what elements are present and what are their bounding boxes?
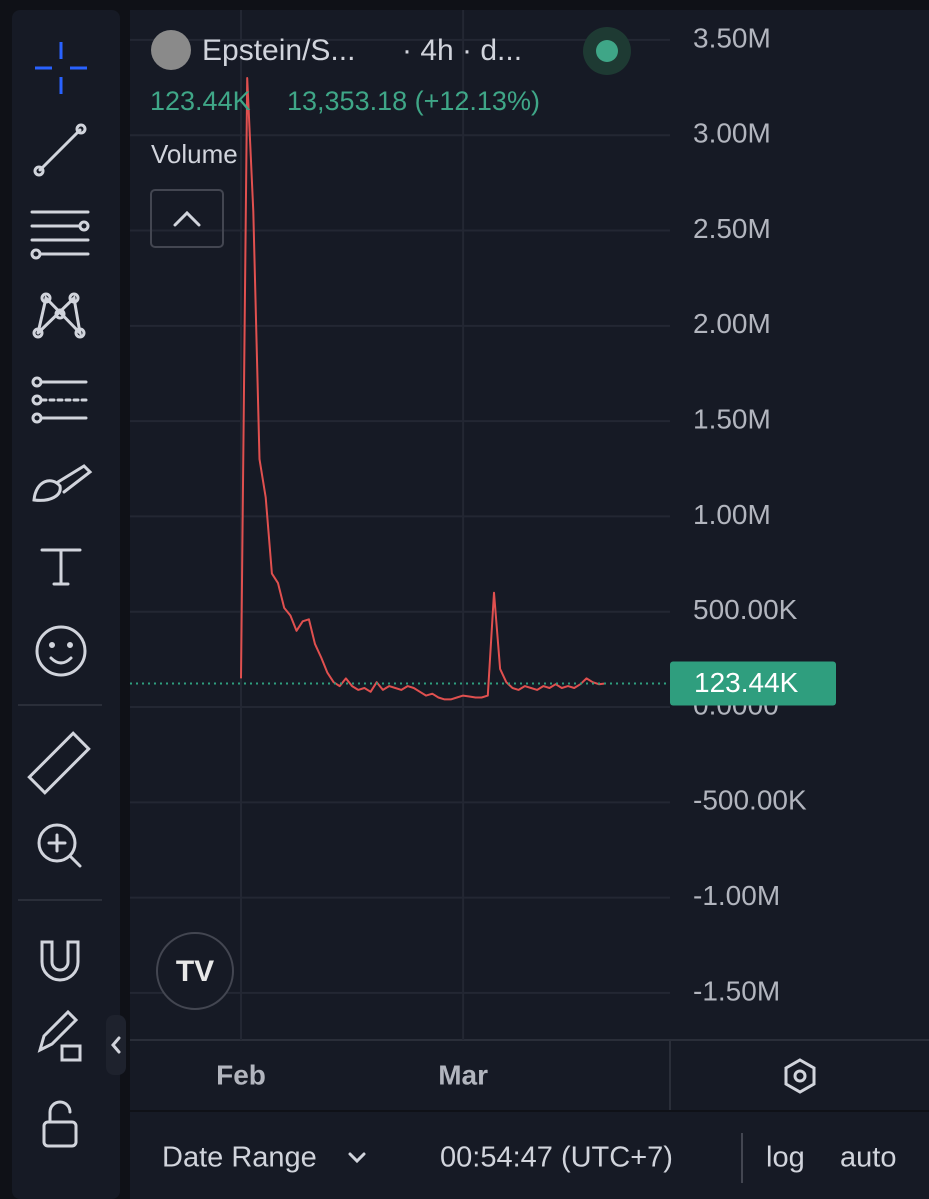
interval: · 4h · d...	[402, 34, 522, 67]
settings-icon-center	[793, 1069, 807, 1083]
price-change: 13,353.18 (+12.13%)	[287, 86, 540, 116]
symbol-avatar	[151, 30, 191, 70]
auto-toggle[interactable]: auto	[840, 1142, 896, 1174]
y-tick-label: 3.50M	[693, 22, 771, 53]
tv-logo-mark: TV	[176, 955, 214, 988]
price-line	[240, 77, 606, 701]
crosshair-icon[interactable]	[35, 42, 87, 94]
y-tick-label: 2.50M	[693, 213, 771, 244]
chart-panel	[130, 10, 929, 1110]
y-tick-label: -500.00K	[693, 785, 807, 816]
text-icon[interactable]	[40, 548, 82, 586]
log-toggle[interactable]: log	[766, 1142, 805, 1174]
last-value-badge	[670, 661, 836, 706]
settings-icon[interactable]	[784, 1058, 816, 1094]
trendline-icon[interactable]	[33, 123, 87, 177]
status-dot	[596, 40, 618, 62]
pattern-icon[interactable]	[32, 292, 86, 339]
ruler-icon[interactable]	[27, 731, 91, 795]
last-value-label: 123.44K	[694, 667, 799, 698]
y-tick-label: 500.00K	[693, 594, 798, 625]
y-tick-label: 1.00M	[693, 499, 771, 530]
date-range-arrow	[348, 1152, 366, 1164]
lock-drawings-icon[interactable]	[37, 1009, 82, 1062]
y-tick-label: -1.50M	[693, 975, 780, 1006]
y-tick-label: -1.00M	[693, 880, 780, 911]
magnet-icon[interactable]	[40, 940, 80, 982]
prediction-icon[interactable]	[31, 376, 88, 424]
plot: 3.50M3.00M2.50M2.00M1.50M1.00M500.00K0.0…	[130, 10, 836, 1090]
toolbar	[12, 10, 120, 1199]
toolbar-icons	[18, 42, 126, 1148]
fib-icon[interactable]	[30, 210, 90, 260]
unlock-icon[interactable]	[42, 1100, 78, 1148]
zoom-icon[interactable]	[37, 823, 82, 868]
y-tick-label: 2.00M	[693, 308, 771, 339]
y-tick-label: 3.00M	[693, 118, 771, 149]
brush-icon[interactable]	[32, 464, 93, 502]
clock: 00:54:47 (UTC+7)	[440, 1142, 673, 1174]
collapse-tab[interactable]	[106, 1015, 126, 1075]
indicator-name: Volume	[151, 139, 238, 169]
tv-logo[interactable]	[156, 932, 234, 1010]
symbol: Epstein/S...	[202, 34, 355, 67]
volume-value: 123.44K	[150, 86, 251, 116]
x-tick-label: Mar	[438, 1059, 488, 1090]
chevron-up	[173, 210, 201, 227]
collapse-legend[interactable]	[150, 189, 224, 248]
x-tick-label: Feb	[216, 1059, 266, 1090]
y-tick-label: 1.50M	[693, 404, 771, 435]
date-range[interactable]: Date Range	[162, 1142, 317, 1174]
bottom-bar	[130, 1112, 929, 1199]
emoji-icon[interactable]	[35, 625, 87, 677]
collapse-arrow	[111, 1036, 121, 1054]
